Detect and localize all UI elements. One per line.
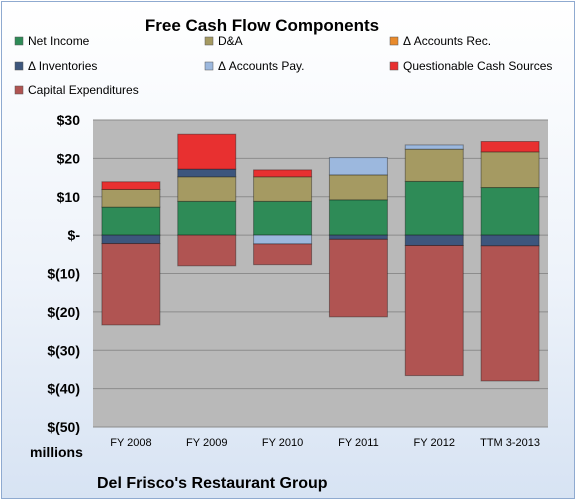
bar-capital-expenditures <box>328 238 388 318</box>
x-tick-label: FY 2010 <box>262 437 303 449</box>
y-tick-label: $- <box>68 227 81 243</box>
x-tick-label: TTM 3-2013 <box>480 437 540 449</box>
bar-questionable-cash-sources <box>253 169 313 178</box>
y-tick-label: $(20) <box>47 304 80 320</box>
y-tick-label: $(30) <box>47 342 80 358</box>
bar-d-a <box>253 176 313 202</box>
bar-delta-inventories <box>404 234 464 246</box>
legend-swatch-delta-inventories <box>14 61 24 71</box>
legend-swatch-d-a <box>204 36 214 46</box>
legend-swatch-delta-accounts-pay <box>204 61 214 71</box>
y-tick-label: $(50) <box>47 419 80 435</box>
unit-label: millions <box>30 444 83 460</box>
gridlines <box>93 119 548 428</box>
y-tick-label: $10 <box>57 189 81 205</box>
legend-swatch-delta-accounts-rec <box>389 36 399 46</box>
legend-swatch-questionable-cash-sources <box>389 61 399 71</box>
bar-net-income <box>404 180 464 236</box>
y-tick-label: $30 <box>57 112 81 128</box>
bar-capital-expenditures <box>177 234 237 267</box>
bar-net-income <box>101 206 161 236</box>
bar-d-a <box>404 148 464 182</box>
bar-capital-expenditures <box>404 244 464 377</box>
bar-d-a <box>177 176 237 202</box>
bar-net-income <box>253 200 313 236</box>
bar-delta-inventories <box>101 234 161 245</box>
bar-delta-inventories <box>177 168 237 178</box>
bar-questionable-cash-sources <box>177 133 237 170</box>
legend-label-capital-expenditures: Capital Expenditures <box>28 83 139 97</box>
bars <box>101 133 540 382</box>
legend-label-delta-accounts-rec: Δ Accounts Rec. <box>403 34 491 48</box>
legend-label-questionable-cash-sources: Questionable Cash Sources <box>403 59 552 73</box>
x-tick-label: FY 2008 <box>110 437 151 449</box>
legend-label-delta-inventories: Δ Inventories <box>28 59 97 73</box>
bar-net-income <box>328 199 388 236</box>
bar-delta-inventories <box>480 234 540 247</box>
x-tick-label: FY 2011 <box>338 437 379 449</box>
legend-swatch-capital-expenditures <box>14 85 24 95</box>
legend-label-d-a: D&A <box>218 34 243 48</box>
x-tick-label: FY 2009 <box>186 437 227 449</box>
y-axis-ticks: $30 $20 $10 $- $(10) $(20) $(30) $(40) $(50) <box>47 112 80 435</box>
bar-questionable-cash-sources <box>480 140 540 153</box>
bar-capital-expenditures <box>101 243 161 326</box>
bar-questionable-cash-sources <box>101 181 161 190</box>
bar-d-a <box>101 188 161 208</box>
chart-title: Free Cash Flow Components <box>145 16 379 35</box>
bar-delta-accounts-pay <box>253 234 313 245</box>
footer-text: Del Frisco's Restaurant Group <box>97 475 328 492</box>
bar-net-income <box>177 200 237 236</box>
x-axis-ticks: FY 2008 FY 2009 FY 2010 FY 2011 FY 2012 TTM 3… <box>110 437 540 449</box>
x-tick-label: FY 2012 <box>414 437 455 449</box>
bar-capital-expenditures <box>253 243 313 266</box>
legend: Net Income D&A Δ Accounts Rec. Δ Inventorie… <box>14 34 552 97</box>
bar-d-a <box>480 151 540 189</box>
bar-d-a <box>328 174 388 201</box>
bar-delta-accounts-pay <box>404 144 464 150</box>
bar-capital-expenditures <box>480 245 540 382</box>
y-tick-label: $(10) <box>47 266 80 282</box>
bar-net-income <box>480 187 540 236</box>
legend-label-net-income: Net Income <box>28 34 90 48</box>
bar-delta-inventories <box>328 234 388 240</box>
y-tick-label: $(40) <box>47 381 80 397</box>
legend-label-delta-accounts-pay: Δ Accounts Pay. <box>218 59 305 73</box>
y-tick-label: $20 <box>57 150 81 166</box>
bar-delta-accounts-pay <box>328 157 388 176</box>
legend-swatch-net-income <box>14 36 24 46</box>
